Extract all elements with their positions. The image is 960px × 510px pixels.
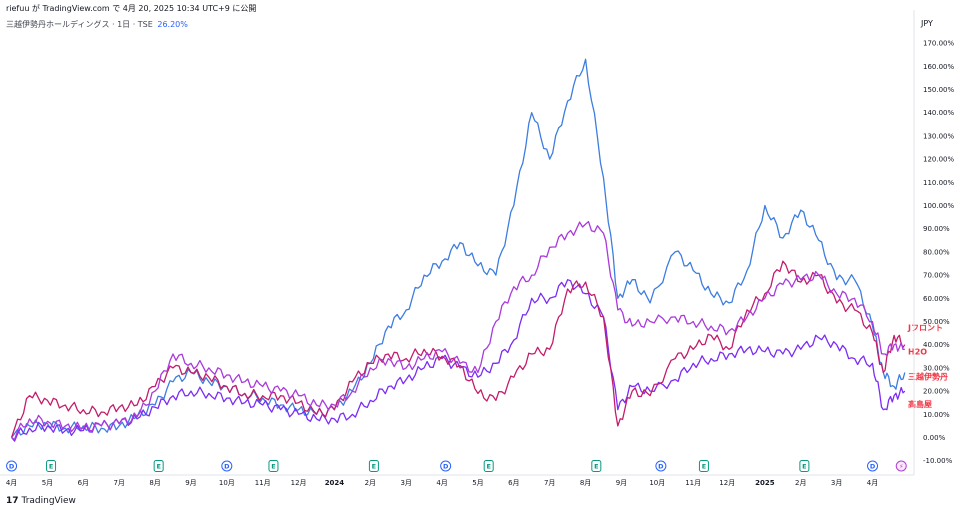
y-tick-label: 130.00% <box>923 132 954 140</box>
x-tick-label: 7月 <box>113 479 124 487</box>
svg-text:E: E <box>372 462 376 470</box>
series-end-label: 三越伊勢丹 <box>908 372 948 382</box>
y-tick-label: 160.00% <box>923 63 954 71</box>
publish-credit: riefuu が TradingView.com で 4月 20, 2025 1… <box>6 4 257 13</box>
x-tick-label: 4月 <box>6 479 17 487</box>
y-tick-label: 10.00% <box>923 411 950 419</box>
series-line-takashimaya[interactable] <box>11 279 906 442</box>
svg-text:D: D <box>870 462 876 470</box>
svg-text:D: D <box>658 462 664 470</box>
x-tick-label: 2025 <box>755 479 775 487</box>
series-line-jfront[interactable] <box>10 260 906 438</box>
x-tick-label: 8月 <box>580 479 591 487</box>
x-tick-label: 4月 <box>436 479 447 487</box>
y-tick-label: 80.00% <box>923 248 950 256</box>
svg-text:E: E <box>156 462 160 470</box>
y-tick-label: 170.00% <box>923 40 954 48</box>
dividend-marker[interactable]: D <box>655 460 667 472</box>
x-tick-label: 6月 <box>78 479 89 487</box>
svg-text:E: E <box>702 462 706 470</box>
earnings-marker[interactable]: E <box>368 460 379 472</box>
y-tick-label: 50.00% <box>923 318 950 326</box>
split-marker[interactable]: ⚡ <box>895 460 907 472</box>
x-tick-label: 2024 <box>325 479 345 487</box>
x-tick-label: 5月 <box>42 479 53 487</box>
y-tick-label: 110.00% <box>923 179 954 187</box>
x-tick-label: 12月 <box>291 479 307 487</box>
currency-label: JPY <box>921 19 933 28</box>
x-tick-label: 6月 <box>508 479 519 487</box>
x-tick-label: 11月 <box>255 479 271 487</box>
y-tick-label: 90.00% <box>923 225 950 233</box>
x-tick-label: 9月 <box>185 479 196 487</box>
svg-text:E: E <box>802 462 806 470</box>
y-tick-label: 60.00% <box>923 295 950 303</box>
tradingview-logo-text: TradingView <box>21 496 76 506</box>
x-tick-label: 8月 <box>149 479 160 487</box>
earnings-marker[interactable]: E <box>483 460 494 472</box>
y-tick-label: 120.00% <box>923 156 954 164</box>
y-tick-label: 150.00% <box>923 86 954 94</box>
svg-text:E: E <box>486 462 490 470</box>
series-legend[interactable]: 三越伊勢丹ホールディングス · 1日 · TSE 26.20% <box>6 19 188 30</box>
svg-text:⚡: ⚡ <box>899 462 904 470</box>
svg-text:D: D <box>224 462 230 470</box>
earnings-marker[interactable]: E <box>268 460 279 472</box>
svg-text:E: E <box>49 462 53 470</box>
series-line-mitsukoshi[interactable] <box>11 58 906 438</box>
svg-text:E: E <box>594 462 598 470</box>
earnings-marker[interactable]: E <box>591 460 602 472</box>
y-tick-label: 30.00% <box>923 364 950 372</box>
dividend-marker[interactable]: D <box>440 460 452 472</box>
earnings-marker[interactable]: E <box>46 460 57 472</box>
x-tick-label: 3月 <box>831 479 842 487</box>
tradingview-logo[interactable]: 17 TradingView <box>6 496 76 506</box>
earnings-marker[interactable]: E <box>153 460 164 472</box>
y-tick-label: 140.00% <box>923 109 954 117</box>
series-end-label: Jフロント <box>907 323 943 332</box>
x-tick-label: 3月 <box>400 479 411 487</box>
x-tick-label: 11月 <box>685 479 701 487</box>
y-tick-label: 20.00% <box>923 388 950 396</box>
y-tick-label: 70.00% <box>923 272 950 280</box>
series-line-h2o[interactable] <box>11 220 905 441</box>
dividend-marker[interactable]: D <box>867 460 879 472</box>
legend-symbol-name: 三越伊勢丹ホールディングス · 1日 · TSE <box>6 20 153 29</box>
legend-change: 26.20% <box>157 20 188 29</box>
x-tick-label: 9月 <box>616 479 627 487</box>
tradingview-logo-icon: 17 <box>6 496 19 506</box>
series-end-label: 高島屋 <box>908 399 932 409</box>
series-end-label: H2O <box>908 348 927 357</box>
y-tick-label: 40.00% <box>923 341 950 349</box>
x-tick-label: 5月 <box>472 479 483 487</box>
svg-text:E: E <box>271 462 275 470</box>
y-tick-label: 0.00% <box>923 434 946 442</box>
x-tick-label: 12月 <box>719 479 735 487</box>
x-tick-label: 2月 <box>795 479 806 487</box>
x-tick-label: 10月 <box>649 479 665 487</box>
x-tick-label: 7月 <box>544 479 555 487</box>
x-tick-label: 10月 <box>219 479 235 487</box>
x-tick-label: 2月 <box>365 479 376 487</box>
x-tick-label: 4月 <box>867 479 878 487</box>
dividend-marker[interactable]: D <box>6 460 18 472</box>
y-tick-label: -10.00% <box>923 457 953 465</box>
earnings-marker[interactable]: E <box>799 460 810 472</box>
earnings-marker[interactable]: E <box>698 460 709 472</box>
dividend-marker[interactable]: D <box>221 460 233 472</box>
svg-text:D: D <box>443 462 449 470</box>
y-tick-label: 100.00% <box>923 202 954 210</box>
svg-text:D: D <box>9 462 15 470</box>
